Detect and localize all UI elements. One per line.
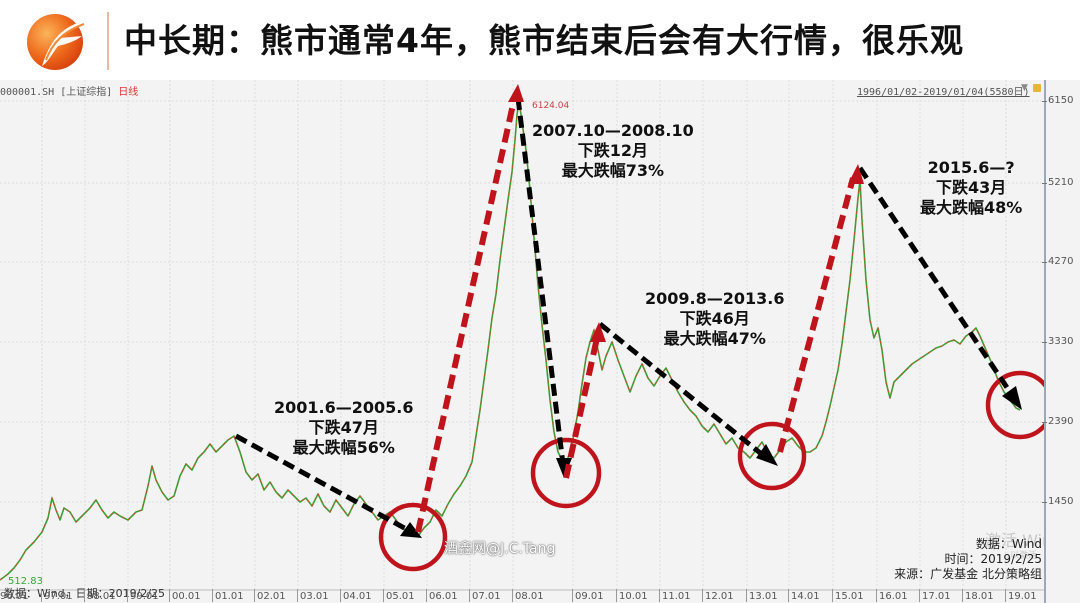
annotation-bear-2009: 2009.8—2013.6 下跌46月 最大跌幅47% <box>645 289 784 349</box>
annotation-period: 2001.6—2005.6 <box>274 398 414 417</box>
bear-arrows <box>234 97 1013 533</box>
page-title: 中长期：熊市通常4年，熊市结束后会有大行情，很乐观 <box>124 21 964 60</box>
period-label[interactable]: 日线 <box>118 87 139 98</box>
x-tick: 13.01 <box>746 589 778 602</box>
source-box: 数据：Wind 时间：2019/2/25 来源：广发基金 北分策略组 <box>894 537 1042 582</box>
bottom-circles <box>378 370 1044 572</box>
y-tick: 6150 <box>1041 95 1074 106</box>
y-tick: 3330 <box>1041 336 1074 347</box>
chart-area: 000001.SH [上证综指] 日线 1996/01/02-2019/01/0… <box>0 80 1080 603</box>
x-tick: 15.01 <box>832 589 864 602</box>
chart-plot <box>0 80 1044 591</box>
y-tick: 5210 <box>1041 177 1074 188</box>
low-value-label: 512.83 <box>8 576 43 587</box>
slide-header: 中长期：熊市通常4年，熊市结束后会有大行情，很乐观 <box>0 0 1080 80</box>
source-origin: 来源：广发基金 北分策略组 <box>894 567 1042 581</box>
x-tick: 02.01 <box>254 589 286 602</box>
annotation-period: 2009.8—2013.6 <box>645 289 785 308</box>
symbol-label: 000001.SH [上证综指] <box>0 87 113 98</box>
bear-arrowheads <box>400 386 1022 538</box>
source-data: 数据：Wind <box>975 537 1042 551</box>
y-axis: 6150 5210 4270 3330 2390 1450 <box>1041 80 1080 603</box>
annotation-duration: 下跌46月 <box>679 309 750 328</box>
bull-arrows <box>415 99 856 533</box>
annotation-drawdown: 最大跌幅48% <box>920 198 1023 217</box>
annotation-period: 2015.6—? <box>927 158 1015 177</box>
x-tick: 11.01 <box>659 589 691 602</box>
x-tick: 04.01 <box>340 589 372 602</box>
y-tick: 2390 <box>1041 416 1074 427</box>
gf-fund-logo-icon <box>27 14 92 70</box>
x-tick: 14.01 <box>788 589 820 602</box>
grid-lines <box>0 80 1044 590</box>
x-tick: 09.01 <box>572 589 604 602</box>
x-tick: 16.01 <box>876 589 908 602</box>
lock-icon[interactable] <box>1033 84 1041 92</box>
bull-arrowheads <box>508 84 864 342</box>
x-tick: 99.01 <box>127 589 159 602</box>
annotation-duration: 下跌12月 <box>577 141 649 160</box>
x-tick: 00.01 <box>169 589 201 602</box>
annotation-bear-2015: 2015.6—? 下跌43月 最大跌幅48% <box>920 158 1022 218</box>
x-tick: 19.01 <box>1005 589 1037 602</box>
annotation-drawdown: 最大跌幅73% <box>561 161 665 180</box>
x-tick: 03.01 <box>297 589 329 602</box>
x-tick: 05.01 <box>383 589 415 602</box>
watermark-text: 酒鑫网@J.C.Tang <box>444 541 556 557</box>
x-tick: 10.01 <box>616 589 648 602</box>
peak-value-label: 6124.04 <box>532 101 570 111</box>
x-tick: 96.01 <box>0 591 29 602</box>
annotation-duration: 下跌43月 <box>936 178 1007 197</box>
chart-symbol: 000001.SH [上证综指] 日线 <box>0 83 138 98</box>
price-line-down <box>0 99 1021 581</box>
windows-activation-subtext: 以激活 <box>1010 551 1038 561</box>
price-line-up <box>0 99 1021 581</box>
annotation-period: 2007.10—2008.10 <box>532 121 694 140</box>
x-tick: 17.01 <box>919 589 951 602</box>
annotation-bear-2001: 2001.6—2005.6 下跌47月 最大跌幅56% <box>274 398 413 458</box>
y-tick: 1450 <box>1041 496 1074 507</box>
x-tick: 12.01 <box>702 589 734 602</box>
header-divider <box>107 12 109 70</box>
range-dropdown-icon[interactable]: ▼ <box>1021 83 1028 93</box>
x-tick: 18.01 <box>962 589 994 602</box>
annotation-drawdown: 最大跌幅56% <box>292 438 395 457</box>
source-time: 时间：2019/2/25 <box>944 552 1042 566</box>
x-tick: 06.01 <box>426 589 458 602</box>
y-tick: 4270 <box>1041 256 1074 267</box>
x-tick: 98.01 <box>84 589 116 602</box>
x-tick: 07.01 <box>469 589 501 602</box>
date-range[interactable]: 1996/01/02-2019/01/04(5580日) <box>857 87 1030 98</box>
annotation-bear-2007: 2007.10—2008.10 下跌12月 最大跌幅73% <box>532 121 694 181</box>
x-tick: 97.01 <box>41 589 73 602</box>
x-tick: 01.01 <box>212 589 244 602</box>
annotation-duration: 下跌47月 <box>308 418 379 437</box>
annotation-drawdown: 最大跌幅47% <box>663 329 766 348</box>
x-tick: 08.01 <box>512 589 544 602</box>
